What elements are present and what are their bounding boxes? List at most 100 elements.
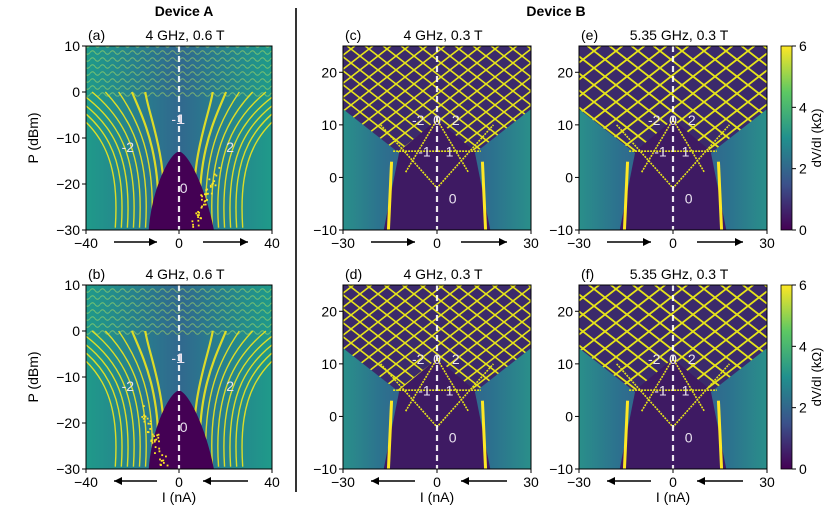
- region-label: 1: [177, 111, 185, 127]
- x-tick-label: 0: [669, 474, 677, 490]
- noise-dot: [159, 458, 161, 461]
- step-curve: [86, 96, 135, 228]
- x-tick-label: 0: [433, 235, 441, 251]
- noise-dot: [205, 189, 208, 191]
- noise-dot: [153, 435, 156, 438]
- x-axis-label: I (nA): [162, 489, 196, 505]
- colorbar-tick-label: 4: [799, 338, 807, 354]
- heatmap-c: -2 0 2-1 10: [343, 46, 531, 230]
- step-curve: [217, 91, 267, 228]
- noise-dot: [207, 192, 209, 195]
- panel-title: 4 GHz, 0.3 T: [403, 27, 483, 43]
- y-tick-label: 20: [321, 64, 337, 80]
- zero-region: [383, 119, 491, 230]
- panel-title: 5.35 GHz, 0.3 T: [630, 27, 729, 43]
- edge-right: [716, 400, 724, 469]
- edge-right: [480, 161, 488, 230]
- region-label: 0: [685, 191, 693, 207]
- y-tick-label: −10: [313, 222, 337, 238]
- y-tick-label: −10: [549, 461, 573, 477]
- noise-dot: [197, 214, 200, 216]
- x-tick-label: 30: [523, 474, 539, 490]
- y-tick-label: 20: [557, 64, 573, 80]
- noise-dot: [149, 420, 152, 423]
- edge-right: [716, 161, 724, 230]
- x-tick-label: 0: [175, 235, 183, 251]
- colorbar-label: dV/dI (kΩ): [809, 109, 824, 168]
- sweep-arrowhead: [461, 477, 469, 485]
- zero-region: [383, 358, 491, 469]
- step-curve: [217, 330, 267, 467]
- colorbar-bottom: 0 2 4 6 dV/dI (kΩ): [780, 277, 824, 477]
- region-label: 0: [669, 112, 677, 128]
- noise-dot: [157, 436, 160, 439]
- region-label: 2: [688, 112, 696, 128]
- region-label: 0: [433, 112, 441, 128]
- panel-title: 4 GHz, 0.3 T: [403, 266, 483, 282]
- noise-dot: [201, 195, 204, 198]
- region-label: -2: [412, 351, 425, 367]
- y-tick-label: 10: [321, 117, 337, 133]
- y-tick-label: 20: [321, 303, 337, 319]
- noise-dot: [210, 192, 213, 195]
- noise-dot: [197, 216, 199, 218]
- y-tick-label: −20: [56, 415, 80, 431]
- noise-dot: [213, 173, 216, 176]
- colorbar-tick-label: 2: [799, 161, 807, 177]
- panel-title: 4 GHz, 0.6 T: [145, 27, 225, 43]
- region-label: -2: [412, 112, 425, 128]
- region-label: -1: [171, 111, 184, 127]
- noise-dot: [200, 194, 203, 197]
- zero-region: [619, 119, 727, 230]
- x-tick-label: −40: [74, 474, 98, 490]
- step-curve: [86, 343, 129, 467]
- noise-dot: [214, 184, 217, 187]
- region-label: -2: [648, 112, 661, 128]
- noise-dot: [158, 450, 161, 453]
- heatmap-d: -2 0 2-1 10: [343, 285, 531, 469]
- y-tick-label: 20: [557, 303, 573, 319]
- colorbar-label: dV/dI (kΩ): [809, 348, 824, 407]
- noise-dot: [154, 452, 156, 455]
- sweep-arrowhead: [371, 477, 379, 485]
- region-label: -2: [122, 139, 135, 155]
- x-tick-label: 0: [669, 235, 677, 251]
- noise-dot: [213, 180, 216, 183]
- region-label: 2: [226, 378, 234, 394]
- noise-dot: [201, 205, 203, 208]
- diamond-lattice: [579, 46, 767, 183]
- y-tick-label: 10: [64, 38, 80, 54]
- region-label: 0: [180, 419, 188, 435]
- noise-dot: [204, 193, 206, 196]
- noise-dot: [141, 416, 144, 418]
- step-curve: [86, 360, 117, 467]
- diamond-lattice: [579, 285, 767, 422]
- noise-dot: [200, 198, 203, 201]
- region-label: -1: [171, 350, 184, 366]
- y-tick-label: −10: [56, 130, 80, 146]
- colorbar-tick-label: 4: [799, 99, 807, 115]
- region-label: 2: [452, 351, 460, 367]
- colorbar-gradient: [780, 45, 793, 231]
- noise-dot: [211, 183, 214, 186]
- noise-dot: [196, 214, 199, 217]
- region-label: 2: [226, 139, 234, 155]
- noise-dot: [151, 433, 154, 436]
- noise-dot: [203, 203, 205, 206]
- y-tick-label: −10: [313, 461, 337, 477]
- noise-dot: [150, 439, 153, 442]
- zero-region: [148, 151, 214, 230]
- step-curve: [104, 91, 147, 228]
- noise-dot: [203, 200, 206, 203]
- x-tick-label: −30: [567, 474, 591, 490]
- x-tick-label: 0: [433, 474, 441, 490]
- sweep-arrowhead: [735, 238, 743, 246]
- noise-dot: [161, 454, 164, 457]
- step-curve: [223, 96, 272, 228]
- noise-dot: [195, 212, 198, 215]
- edge-right: [480, 400, 488, 469]
- y-tick-label: −30: [56, 461, 80, 477]
- sweep-arrowhead: [607, 477, 615, 485]
- noise-dot: [146, 417, 149, 420]
